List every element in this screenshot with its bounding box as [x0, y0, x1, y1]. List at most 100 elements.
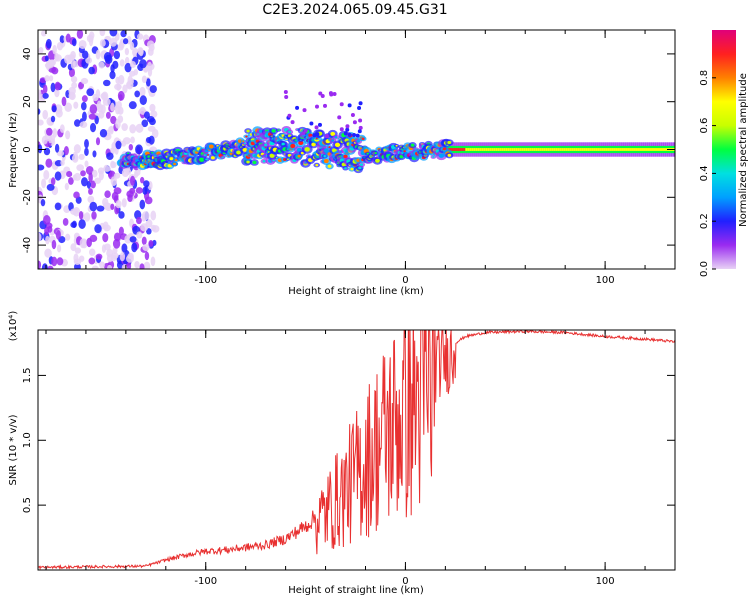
- heatmap-cell: [45, 235, 50, 245]
- heatmap-cell: [675, 148, 679, 151]
- heatmap-cell: [118, 74, 125, 85]
- heatmap-cell: [118, 211, 125, 219]
- heatmap-cell: [84, 138, 89, 149]
- heatmap-cell: [62, 218, 69, 226]
- heatmap-cell: [104, 54, 113, 64]
- heatmap-cell: [290, 120, 295, 125]
- heatmap-cell: [208, 144, 214, 149]
- heatmap-cell: [403, 150, 406, 153]
- heatmap-cell: [143, 180, 150, 188]
- heatmap-cell: [221, 156, 224, 159]
- heatmap-cell: [48, 75, 54, 82]
- spectrogram-x-axis-label: Height of straight line (km): [288, 286, 424, 297]
- heatmap-cell: [356, 139, 360, 143]
- heatmap-cell: [199, 157, 205, 162]
- heatmap-cell: [495, 148, 499, 151]
- heatmap-cell: [581, 148, 585, 151]
- heatmap-cell: [63, 145, 69, 156]
- heatmap-cell: [59, 35, 65, 44]
- heatmap-cell: [135, 123, 144, 133]
- heatmap-cell: [284, 94, 289, 99]
- heatmap-cell: [129, 70, 136, 77]
- heatmap-cell: [128, 143, 134, 151]
- heatmap-cell: [54, 81, 61, 91]
- heatmap-cell: [38, 232, 42, 243]
- heatmap-cell: [129, 236, 137, 243]
- heatmap-cell: [88, 257, 96, 265]
- heatmap-cell: [358, 125, 363, 130]
- heatmap-cell: [124, 47, 130, 56]
- heatmap-cell: [55, 229, 61, 240]
- heatmap-cell: [52, 44, 57, 55]
- heatmap-cell: [78, 219, 86, 229]
- colorbar-label: Normalized spectral amplitude: [738, 73, 749, 227]
- heatmap-cell: [96, 100, 102, 110]
- heatmap-cell: [473, 148, 477, 151]
- heatmap-cell: [489, 148, 493, 151]
- heatmap-cell: [92, 150, 97, 158]
- heatmap-cell: [71, 154, 79, 163]
- heatmap-cell: [38, 260, 42, 269]
- heatmap-cell: [659, 148, 663, 151]
- heatmap-cell: [131, 242, 138, 253]
- heatmap-cell: [507, 148, 511, 151]
- heatmap-cell: [533, 148, 537, 151]
- heatmap-cell: [527, 148, 531, 151]
- heatmap-cell: [358, 101, 363, 106]
- heatmap-cell: [78, 211, 84, 220]
- heatmap-cell: [146, 40, 155, 49]
- heatmap-cell: [661, 148, 665, 151]
- heatmap-cell: [337, 115, 342, 120]
- snr-frame: [37, 329, 676, 571]
- heatmap-cell: [86, 88, 95, 97]
- heatmap-cell: [78, 153, 85, 160]
- heatmap-cell: [144, 251, 150, 261]
- heatmap-cell: [453, 148, 457, 151]
- heatmap-cell: [347, 132, 352, 137]
- heatmap-cell: [99, 129, 108, 138]
- heatmap-cell: [643, 148, 647, 151]
- heatmap-cell: [76, 30, 84, 39]
- heatmap-cell: [150, 224, 156, 232]
- heatmap-cell: [555, 148, 559, 151]
- y-tick-label: -20: [22, 189, 33, 205]
- heatmap-cell: [631, 148, 635, 151]
- heatmap-cell: [122, 38, 129, 45]
- colorbar-tick-label: 0.0: [699, 261, 710, 277]
- heatmap-cell: [102, 98, 111, 106]
- heatmap-cell: [438, 153, 445, 158]
- heatmap-cell: [113, 50, 121, 60]
- heatmap-cell: [493, 148, 497, 151]
- heatmap-cell: [517, 148, 521, 151]
- heatmap-cell: [665, 148, 669, 151]
- snr-ticks: -100 0 100 0.5 1.0 1.5: [22, 330, 675, 587]
- heatmap-cell: [110, 115, 117, 125]
- heatmap-cell: [487, 148, 491, 151]
- heatmap-cell: [42, 215, 51, 225]
- heatmap-cell: [339, 102, 344, 107]
- heatmap-cell: [641, 148, 645, 151]
- heatmap-cell: [148, 135, 155, 145]
- heatmap-cell: [483, 148, 487, 151]
- heatmap-cell: [43, 147, 51, 156]
- heatmap-cell: [106, 152, 114, 161]
- heatmap-cell: [320, 93, 325, 98]
- heatmap-cell: [70, 75, 78, 83]
- heatmap-cell: [593, 148, 597, 151]
- heatmap-cell: [605, 148, 609, 151]
- heatmap-cell: [463, 148, 467, 151]
- heatmap-cell: [651, 148, 655, 151]
- heatmap-cell: [113, 187, 122, 195]
- heatmap-cell: [89, 201, 98, 212]
- heatmap-cell: [395, 144, 398, 147]
- heatmap-cell: [43, 169, 50, 180]
- heatmap-cell: [81, 95, 88, 103]
- heatmap-cell: [73, 263, 81, 269]
- snr-y-axis-label: SNR (10 * v/v): [8, 414, 19, 485]
- x-tick-label: 0: [402, 576, 408, 587]
- heatmap-cell: [296, 147, 302, 152]
- heatmap-cell: [347, 103, 352, 108]
- heatmap-cell: [68, 177, 74, 185]
- heatmap-cell: [137, 33, 144, 40]
- heatmap-cell: [343, 131, 348, 136]
